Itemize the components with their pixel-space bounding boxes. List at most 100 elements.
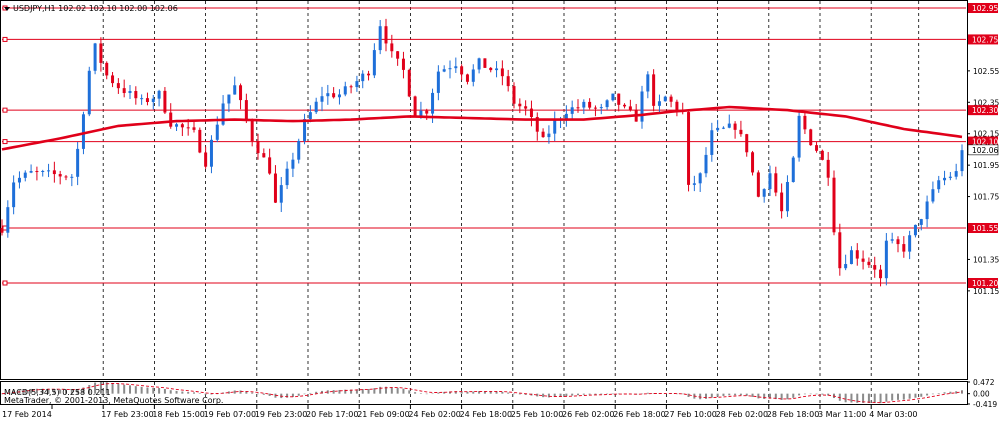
macd-bar: [885, 393, 888, 402]
candle-body: [849, 250, 853, 265]
y-tick-label: 102.15: [973, 130, 999, 139]
macd-signal-line: [1, 383, 963, 404]
macd-panel-frame[interactable]: [0, 381, 968, 405]
candle-body: [221, 103, 225, 125]
macd-bar: [227, 391, 230, 394]
candle-body: [716, 127, 720, 131]
macd-bar: [652, 393, 655, 394]
level-price-tag: [968, 278, 998, 288]
candle-body: [768, 173, 772, 190]
macd-bar: [187, 391, 190, 394]
candle-body: [762, 189, 766, 197]
macd-bar: [338, 389, 341, 394]
macd-bar: [739, 393, 742, 396]
candle-body: [326, 93, 330, 97]
macd-bar: [553, 393, 556, 398]
macd-bar: [774, 393, 777, 400]
macd-bar: [792, 393, 795, 398]
candle-body: [483, 58, 487, 68]
macd-bar: [798, 393, 801, 396]
macd-bar: [65, 389, 67, 394]
candle-body: [47, 170, 51, 172]
macd-bar: [245, 391, 248, 394]
candle-body: [751, 152, 755, 173]
candle-body: [954, 171, 958, 177]
macd-bar: [129, 385, 131, 394]
candle-body: [599, 107, 603, 109]
candle-body: [314, 101, 318, 113]
macd-bar: [140, 386, 143, 394]
candle-body: [588, 101, 592, 108]
candle-body: [698, 173, 702, 184]
macd-bar: [902, 393, 905, 400]
macd-bar: [315, 391, 318, 394]
candle-body: [140, 98, 144, 100]
candle-body: [76, 148, 80, 177]
macd-bar: [606, 393, 609, 395]
candle-body: [6, 207, 10, 233]
vertical-grid: [102, 1, 920, 404]
macd-bar: [431, 393, 434, 395]
candle-body: [628, 106, 632, 110]
macd-bar: [699, 393, 702, 400]
candle-body: [384, 26, 388, 44]
candle-body: [541, 131, 545, 138]
macd-bar: [641, 393, 643, 395]
candle-body: [640, 91, 644, 122]
macd-bar: [53, 389, 56, 394]
candle-body: [471, 69, 475, 82]
candle-body: [64, 176, 68, 178]
macd-bar: [536, 393, 539, 397]
level-price-tag: [968, 136, 998, 147]
macd-bar: [425, 393, 428, 395]
macd-bar: [1, 393, 3, 395]
main-chart-frame[interactable]: [0, 0, 968, 380]
dropdown-arrow-icon[interactable]: [4, 7, 10, 11]
candle-body: [512, 86, 516, 104]
candle-body: [669, 96, 673, 102]
candle-body: [460, 66, 464, 75]
candle-body: [436, 71, 440, 93]
candle-body: [425, 110, 429, 114]
macd-bar: [518, 393, 521, 395]
candle-body: [198, 129, 202, 153]
macd-bar: [361, 389, 364, 394]
macd-bar: [710, 393, 713, 398]
x-tick-label: 20 Feb 17:00: [306, 410, 358, 419]
candle-body: [785, 182, 789, 212]
level-anchor: [2, 280, 8, 286]
macd-bar: [262, 393, 265, 395]
candle-body: [890, 239, 894, 241]
candle-body: [308, 112, 312, 120]
macd-bar: [309, 392, 312, 394]
candle-body: [721, 127, 725, 129]
x-tick-label: 25 Feb 10:00: [511, 410, 563, 419]
macd-bar: [495, 391, 498, 394]
macd-bar: [443, 391, 446, 394]
y-tick-label: 101.35: [973, 255, 999, 264]
candle-body: [745, 134, 749, 153]
level-price-label: 102.95: [972, 4, 998, 13]
macd-bar: [24, 389, 27, 394]
x-tick-label: 24 Feb 18:00: [460, 410, 512, 419]
x-tick-label: 19 Feb 23:00: [255, 410, 307, 419]
macd-bar: [565, 393, 568, 397]
candle-body: [861, 258, 865, 262]
macd-bar: [437, 392, 440, 394]
candle-body: [244, 100, 248, 121]
level-price-label: 101.20: [972, 279, 998, 288]
macd-bar: [920, 393, 923, 397]
candle-body: [535, 116, 539, 132]
y-tick-label: 101.95: [973, 161, 999, 170]
candle-body: [524, 106, 528, 109]
macd-bar: [827, 393, 830, 396]
candle-body: [169, 112, 173, 127]
x-tick-label: 18 Feb 15:00: [152, 410, 204, 419]
candle-body: [756, 172, 760, 197]
macd-bar: [780, 393, 783, 400]
candle-body: [419, 110, 423, 117]
macd-bar: [396, 387, 399, 394]
candle-body: [657, 101, 661, 106]
macd-bar: [367, 389, 370, 394]
